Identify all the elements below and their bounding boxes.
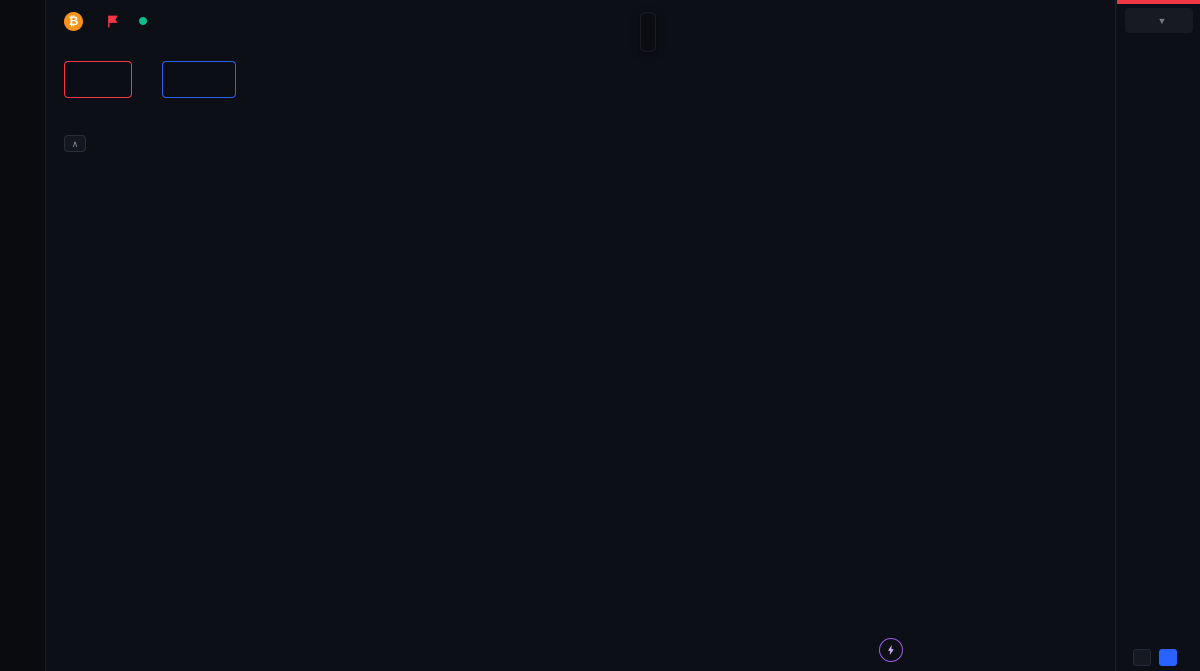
chart-region: ₿ (46, 0, 1115, 671)
drawing-sidebar (0, 0, 46, 671)
currency-dropdown[interactable]: ▼ (1125, 8, 1193, 33)
auto-scale-button[interactable] (1133, 649, 1151, 666)
market-open-dot[interactable] (139, 17, 147, 25)
price-axis[interactable]: ▼ (1115, 0, 1200, 671)
symbol-title-row: ₿ (64, 8, 236, 34)
bitcoin-logo-icon: ₿ (64, 11, 83, 31)
axis-buttons (1133, 649, 1177, 666)
sell-button[interactable] (64, 61, 132, 98)
ohlc-row (64, 37, 236, 55)
flag-icon[interactable] (105, 14, 120, 29)
lightning-icon (888, 645, 894, 655)
chart-legend: ₿ (64, 8, 236, 152)
trade-panel (64, 61, 236, 98)
buy-button[interactable] (162, 61, 236, 98)
volume-row[interactable] (64, 106, 236, 124)
collapse-indicators-button[interactable]: ∧ (64, 135, 86, 152)
chevron-down-icon: ▼ (1157, 15, 1167, 26)
floating-drawing-toolbar (640, 12, 656, 52)
log-scale-button[interactable] (1159, 649, 1177, 666)
last-price-badge (1117, 0, 1200, 4)
quick-trade-button[interactable] (879, 638, 903, 662)
